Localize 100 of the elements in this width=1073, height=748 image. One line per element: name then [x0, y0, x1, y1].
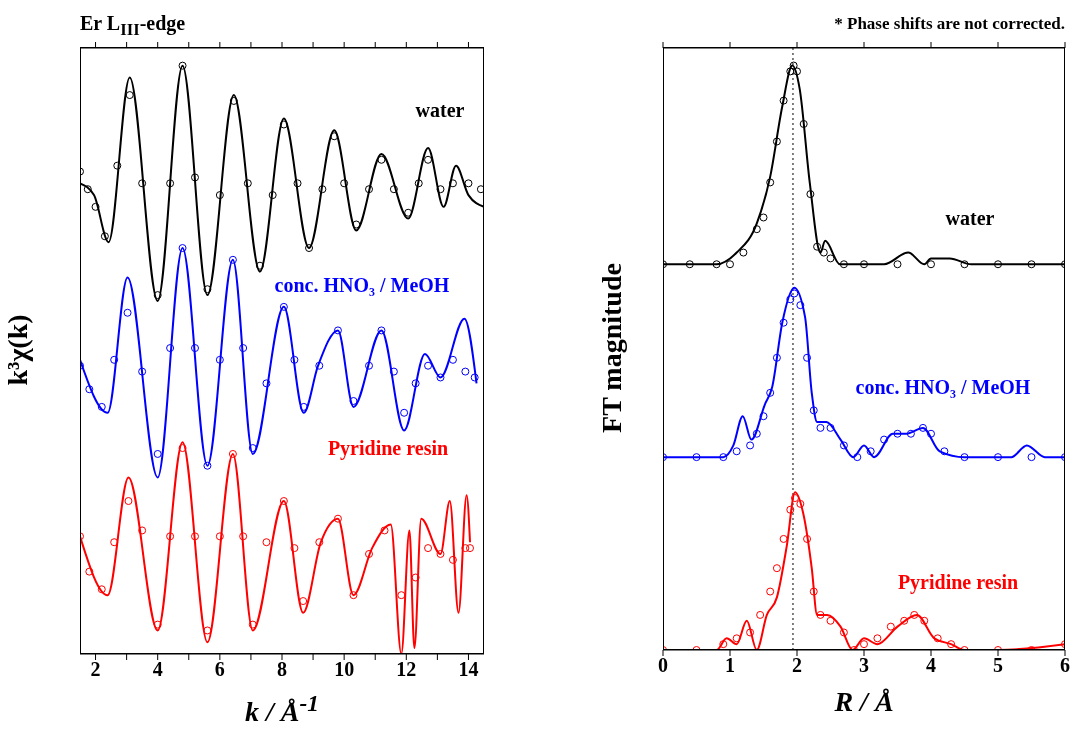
point	[464, 179, 473, 188]
point	[85, 385, 94, 394]
x-tick-label: 4	[152, 658, 163, 681]
point	[746, 628, 755, 637]
point	[994, 260, 1002, 269]
point	[790, 289, 799, 298]
point	[759, 213, 768, 222]
point	[315, 361, 324, 370]
point	[377, 155, 386, 164]
x-tick-label: 6	[214, 658, 225, 681]
point	[243, 179, 252, 188]
point	[203, 285, 212, 294]
point	[436, 373, 445, 382]
x-tick-label: 0	[658, 654, 668, 677]
point	[940, 447, 949, 456]
point	[113, 161, 122, 170]
point	[279, 302, 288, 311]
point	[110, 355, 119, 364]
point	[138, 179, 147, 188]
point	[166, 344, 175, 353]
point	[853, 453, 862, 462]
x-tick-label: 6	[1060, 654, 1070, 677]
point	[83, 185, 92, 194]
text: Pyridine resin	[327, 436, 449, 460]
point	[448, 179, 457, 188]
point	[803, 534, 812, 543]
point	[752, 429, 761, 438]
point	[816, 610, 825, 619]
point	[910, 610, 919, 619]
point	[900, 616, 909, 625]
point	[178, 444, 187, 453]
point	[424, 544, 433, 553]
point	[772, 353, 781, 362]
point	[203, 626, 212, 635]
point	[933, 634, 942, 643]
chart-title: Er L$_{III}$-edge	[80, 12, 186, 40]
point	[470, 373, 479, 382]
point	[918, 423, 927, 432]
x-tick-label: 4	[926, 654, 936, 677]
point	[400, 408, 409, 417]
point	[719, 453, 728, 462]
x-tick-label: 10	[334, 658, 355, 681]
point	[262, 379, 271, 388]
point	[786, 505, 795, 514]
point	[279, 497, 288, 506]
point	[873, 634, 882, 643]
point	[766, 388, 775, 397]
point	[318, 185, 327, 194]
point	[100, 232, 109, 241]
point	[349, 591, 358, 600]
point	[806, 190, 815, 199]
point	[389, 367, 398, 376]
point	[692, 453, 701, 462]
point	[927, 260, 935, 269]
point	[124, 497, 133, 506]
point	[436, 549, 445, 558]
point	[860, 640, 868, 649]
point	[97, 585, 106, 594]
point	[97, 402, 106, 411]
point	[476, 185, 484, 194]
point	[293, 179, 302, 188]
point	[809, 406, 818, 415]
point	[268, 191, 277, 200]
point	[826, 254, 835, 263]
point	[466, 544, 475, 553]
x-tick-label: 5	[993, 654, 1003, 677]
point	[813, 242, 822, 251]
point	[772, 564, 781, 573]
series-label: water	[415, 98, 465, 122]
point	[305, 244, 314, 253]
point	[397, 591, 406, 600]
text: * Phase shifts are not corrected.	[834, 14, 1065, 34]
point	[461, 367, 470, 376]
point	[404, 208, 413, 217]
point	[290, 355, 299, 364]
point	[333, 514, 342, 523]
point	[960, 260, 969, 269]
point	[726, 260, 734, 269]
point	[215, 191, 224, 200]
point	[380, 526, 389, 535]
point	[215, 532, 224, 541]
point	[248, 620, 257, 629]
point	[228, 449, 237, 458]
point	[789, 61, 798, 70]
point	[772, 137, 781, 146]
point	[839, 441, 848, 450]
point	[153, 291, 162, 300]
point	[927, 429, 935, 438]
point	[190, 532, 199, 541]
point	[411, 379, 420, 388]
point	[352, 220, 361, 229]
point	[262, 538, 271, 547]
series-label: conc. HNO₃ / MeOH	[274, 273, 450, 297]
point	[732, 634, 741, 643]
x-tick-label: 14	[458, 658, 479, 681]
point	[756, 610, 765, 619]
point	[123, 308, 132, 317]
point	[448, 355, 457, 364]
series-label: water	[945, 206, 995, 230]
point	[85, 567, 94, 576]
